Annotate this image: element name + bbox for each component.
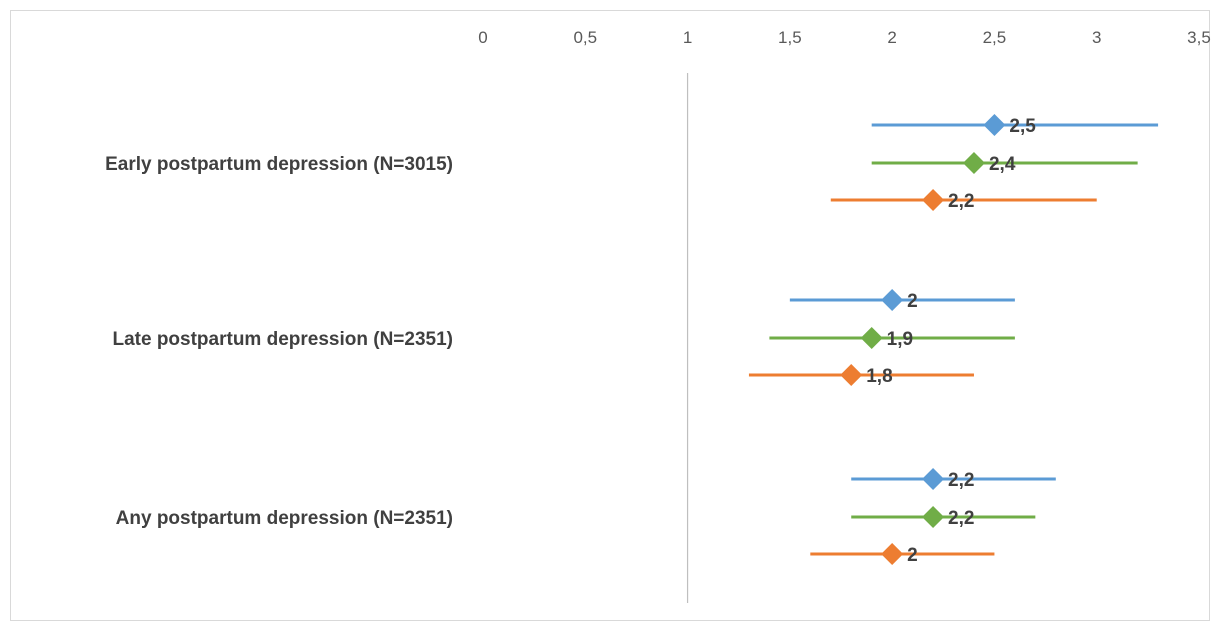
chart-frame: 0 0,5 1 1,5 2 2,5 3 3,5 Early postpartum depress… bbox=[10, 10, 1211, 621]
x-tick-label: 0 bbox=[478, 28, 487, 47]
category-label: Late postpartum depression (N=2351) bbox=[112, 329, 453, 350]
estimate-marker bbox=[962, 152, 985, 174]
data-label: 1,8 bbox=[866, 366, 892, 387]
estimate-marker bbox=[922, 468, 945, 490]
estimate-marker bbox=[983, 114, 1006, 136]
data-label: 2,2 bbox=[948, 508, 974, 529]
data-label: 2 bbox=[907, 545, 918, 566]
x-tick-label: 0,5 bbox=[573, 28, 597, 47]
x-tick-label: 1 bbox=[683, 28, 692, 47]
data-label: 2,2 bbox=[948, 191, 974, 212]
estimate-marker bbox=[922, 506, 945, 528]
x-tick-label: 2 bbox=[887, 28, 896, 47]
estimate-marker bbox=[840, 364, 863, 386]
data-label: 2 bbox=[907, 291, 918, 312]
category-label: Any postpartum depression (N=2351) bbox=[116, 508, 453, 529]
data-label: 2,4 bbox=[989, 154, 1016, 175]
x-tick-label: 2,5 bbox=[983, 28, 1007, 47]
data-label: 1,9 bbox=[887, 329, 913, 350]
data-label: 2,5 bbox=[1009, 116, 1036, 137]
estimate-marker bbox=[881, 289, 904, 311]
estimate-marker bbox=[922, 189, 945, 211]
forest-plot: 0 0,5 1 1,5 2 2,5 3 3,5 Early postpartum depress… bbox=[105, 28, 1211, 603]
x-tick-label: 3 bbox=[1092, 28, 1101, 47]
category-label: Early postpartum depression (N=3015) bbox=[105, 154, 453, 175]
estimate-marker bbox=[881, 543, 904, 565]
estimate-marker bbox=[860, 327, 883, 349]
x-tick-label: 3,5 bbox=[1187, 28, 1211, 47]
data-label: 2,2 bbox=[948, 470, 974, 491]
x-tick-label: 1,5 bbox=[778, 28, 802, 47]
